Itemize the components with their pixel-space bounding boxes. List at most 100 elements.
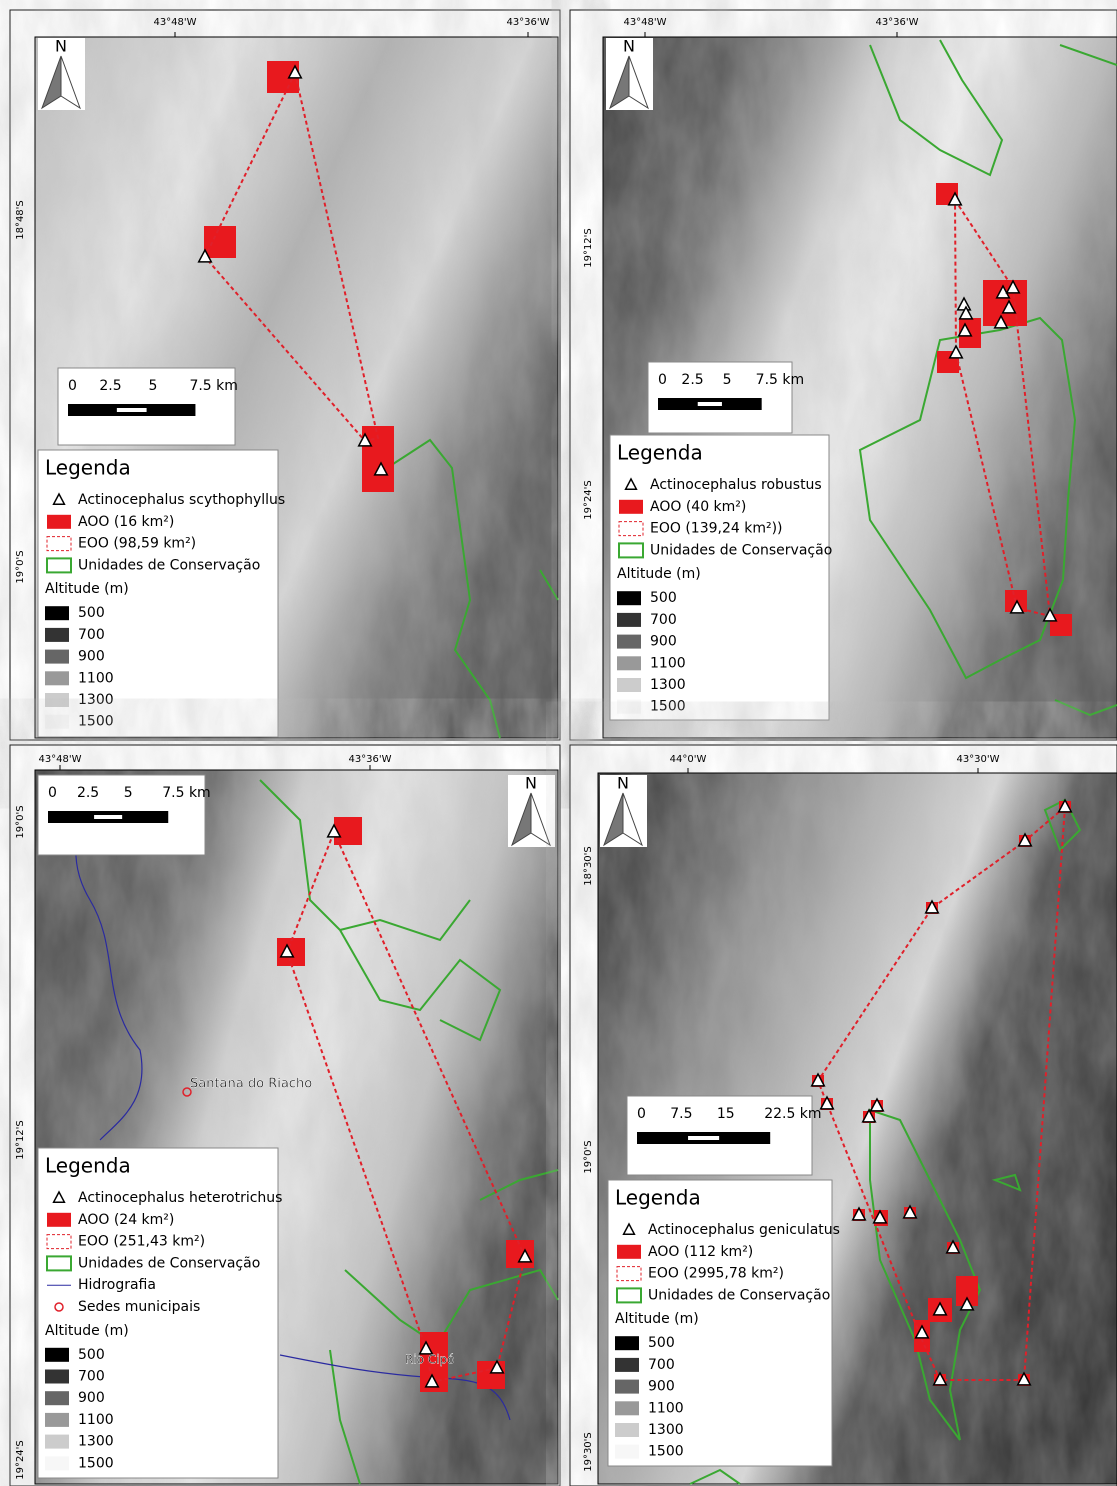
legend-title: Legenda xyxy=(617,441,703,465)
scale-bar-segment xyxy=(94,815,122,819)
altitude-swatch xyxy=(45,1456,69,1470)
legend-item: EOO (139,24 km²)) xyxy=(650,521,783,537)
scale-label: 0 xyxy=(68,378,77,394)
top-coord-label: 43°30'W xyxy=(956,754,999,765)
altitude-swatch xyxy=(45,715,69,729)
place-label: Santana do Riacho xyxy=(190,1077,312,1092)
legend-symbol xyxy=(619,500,643,514)
altitude-label: 1500 xyxy=(78,714,114,730)
legend-symbol xyxy=(617,1245,641,1259)
top-coord-label: 43°48'W xyxy=(153,17,196,28)
altitude-label: 700 xyxy=(648,1357,675,1373)
scale-label: 0 xyxy=(48,785,57,801)
north-label: N xyxy=(525,774,537,793)
legend-symbol xyxy=(47,515,71,529)
altitude-swatch xyxy=(45,606,69,620)
top-coord-label: 43°36'W xyxy=(875,17,918,28)
altitude-label: 500 xyxy=(648,1335,675,1351)
side-coord-label: 18°30'S xyxy=(583,846,594,886)
scale-label: 5 xyxy=(723,372,732,388)
altitude-label: 1300 xyxy=(78,1434,114,1450)
legend-item: EOO (251,43 km²) xyxy=(78,1234,205,1250)
scale-label: 2.5 xyxy=(681,372,703,388)
scale-label: 5 xyxy=(124,785,133,801)
altitude-swatch xyxy=(617,656,641,670)
scale-label: 22.5 km xyxy=(764,1106,821,1122)
scale-label: 7.5 xyxy=(670,1106,692,1122)
north-label: N xyxy=(55,37,67,56)
place-label: Rio Cipó xyxy=(405,1353,455,1367)
legend-title: Legenda xyxy=(615,1186,701,1210)
figure: 43°48'W 43°36'W 18°48'S 19°0'S N 0 2.5 5 7.5 km L… xyxy=(0,0,1117,1486)
altitude-title: Altitude (m) xyxy=(45,581,129,597)
scale-label: 15 xyxy=(717,1106,735,1122)
altitude-swatch xyxy=(45,628,69,642)
altitude-swatch xyxy=(615,1401,639,1415)
scale-label: 2.5 xyxy=(77,785,99,801)
altitude-label: 500 xyxy=(650,590,677,606)
legend-item: Unidades de Conservação xyxy=(648,1287,830,1303)
altitude-swatch xyxy=(45,693,69,707)
scale-bar-segment xyxy=(698,402,722,406)
legend-item: Actinocephalus robustus xyxy=(650,477,822,493)
altitude-label: 1500 xyxy=(650,699,686,715)
legend-item: AOO (112 km²) xyxy=(648,1244,753,1260)
altitude-label: 1500 xyxy=(648,1444,684,1460)
scale-label: 0 xyxy=(637,1106,646,1122)
altitude-label: 900 xyxy=(78,1390,105,1406)
aoo-cell xyxy=(983,280,1027,326)
altitude-swatch xyxy=(45,1391,69,1405)
altitude-swatch xyxy=(45,1370,69,1384)
altitude-label: 900 xyxy=(78,649,105,665)
altitude-label: 500 xyxy=(78,1347,105,1363)
legend-item: AOO (40 km²) xyxy=(650,499,746,515)
altitude-label: 1100 xyxy=(650,655,686,671)
legend-item: Sedes municipais xyxy=(78,1299,200,1315)
altitude-swatch xyxy=(615,1423,639,1437)
altitude-label: 700 xyxy=(650,612,677,628)
altitude-label: 1500 xyxy=(78,1455,114,1471)
north-label: N xyxy=(617,774,629,793)
altitude-label: 700 xyxy=(78,1369,105,1385)
legend-item: EOO (98,59 km²) xyxy=(78,536,196,552)
top-coord-label: 43°48'W xyxy=(623,17,666,28)
altitude-swatch xyxy=(617,635,641,649)
altitude-label: 700 xyxy=(78,627,105,643)
side-coord-label: 19°0'S xyxy=(15,805,26,838)
north-label: N xyxy=(623,37,635,56)
top-coord-label: 43°48'W xyxy=(38,754,81,765)
altitude-swatch xyxy=(45,650,69,664)
altitude-swatch xyxy=(617,591,641,605)
altitude-label: 1100 xyxy=(78,1412,114,1428)
altitude-swatch xyxy=(617,613,641,627)
altitude-label: 1100 xyxy=(648,1400,684,1416)
altitude-label: 900 xyxy=(648,1379,675,1395)
scale-label: 7.5 km xyxy=(189,378,237,394)
aoo-cell xyxy=(506,1240,534,1268)
scale-label: 7.5 km xyxy=(756,372,804,388)
top-coord-label: 44°0'W xyxy=(670,754,707,765)
altitude-label: 1300 xyxy=(648,1422,684,1438)
aoo-cell xyxy=(204,226,236,258)
scale-label: 7.5 km xyxy=(162,785,210,801)
altitude-swatch xyxy=(45,671,69,685)
scale-bar-segment xyxy=(117,408,147,412)
side-coord-label: 19°12'S xyxy=(15,1120,26,1160)
altitude-title: Altitude (m) xyxy=(615,1311,699,1327)
altitude-title: Altitude (m) xyxy=(45,1323,129,1339)
legend-item: AOO (16 km²) xyxy=(78,514,174,530)
legend-title: Legenda xyxy=(45,456,131,480)
legend-item: Unidades de Conservação xyxy=(78,1255,260,1271)
scale-bar-segment xyxy=(688,1136,719,1140)
legend-item: Hidrografia xyxy=(78,1277,156,1293)
side-coord-label: 18°48'S xyxy=(15,200,26,240)
altitude-swatch xyxy=(45,1435,69,1449)
altitude-label: 1300 xyxy=(78,692,114,708)
legend-symbol xyxy=(47,1213,71,1227)
altitude-title: Altitude (m) xyxy=(617,566,701,582)
scale-label: 5 xyxy=(148,378,157,394)
aoo-cell xyxy=(477,1361,505,1389)
legend-item: EOO (2995,78 km²) xyxy=(648,1266,784,1282)
top-coord-label: 43°36'W xyxy=(506,17,549,28)
altitude-swatch xyxy=(615,1336,639,1350)
